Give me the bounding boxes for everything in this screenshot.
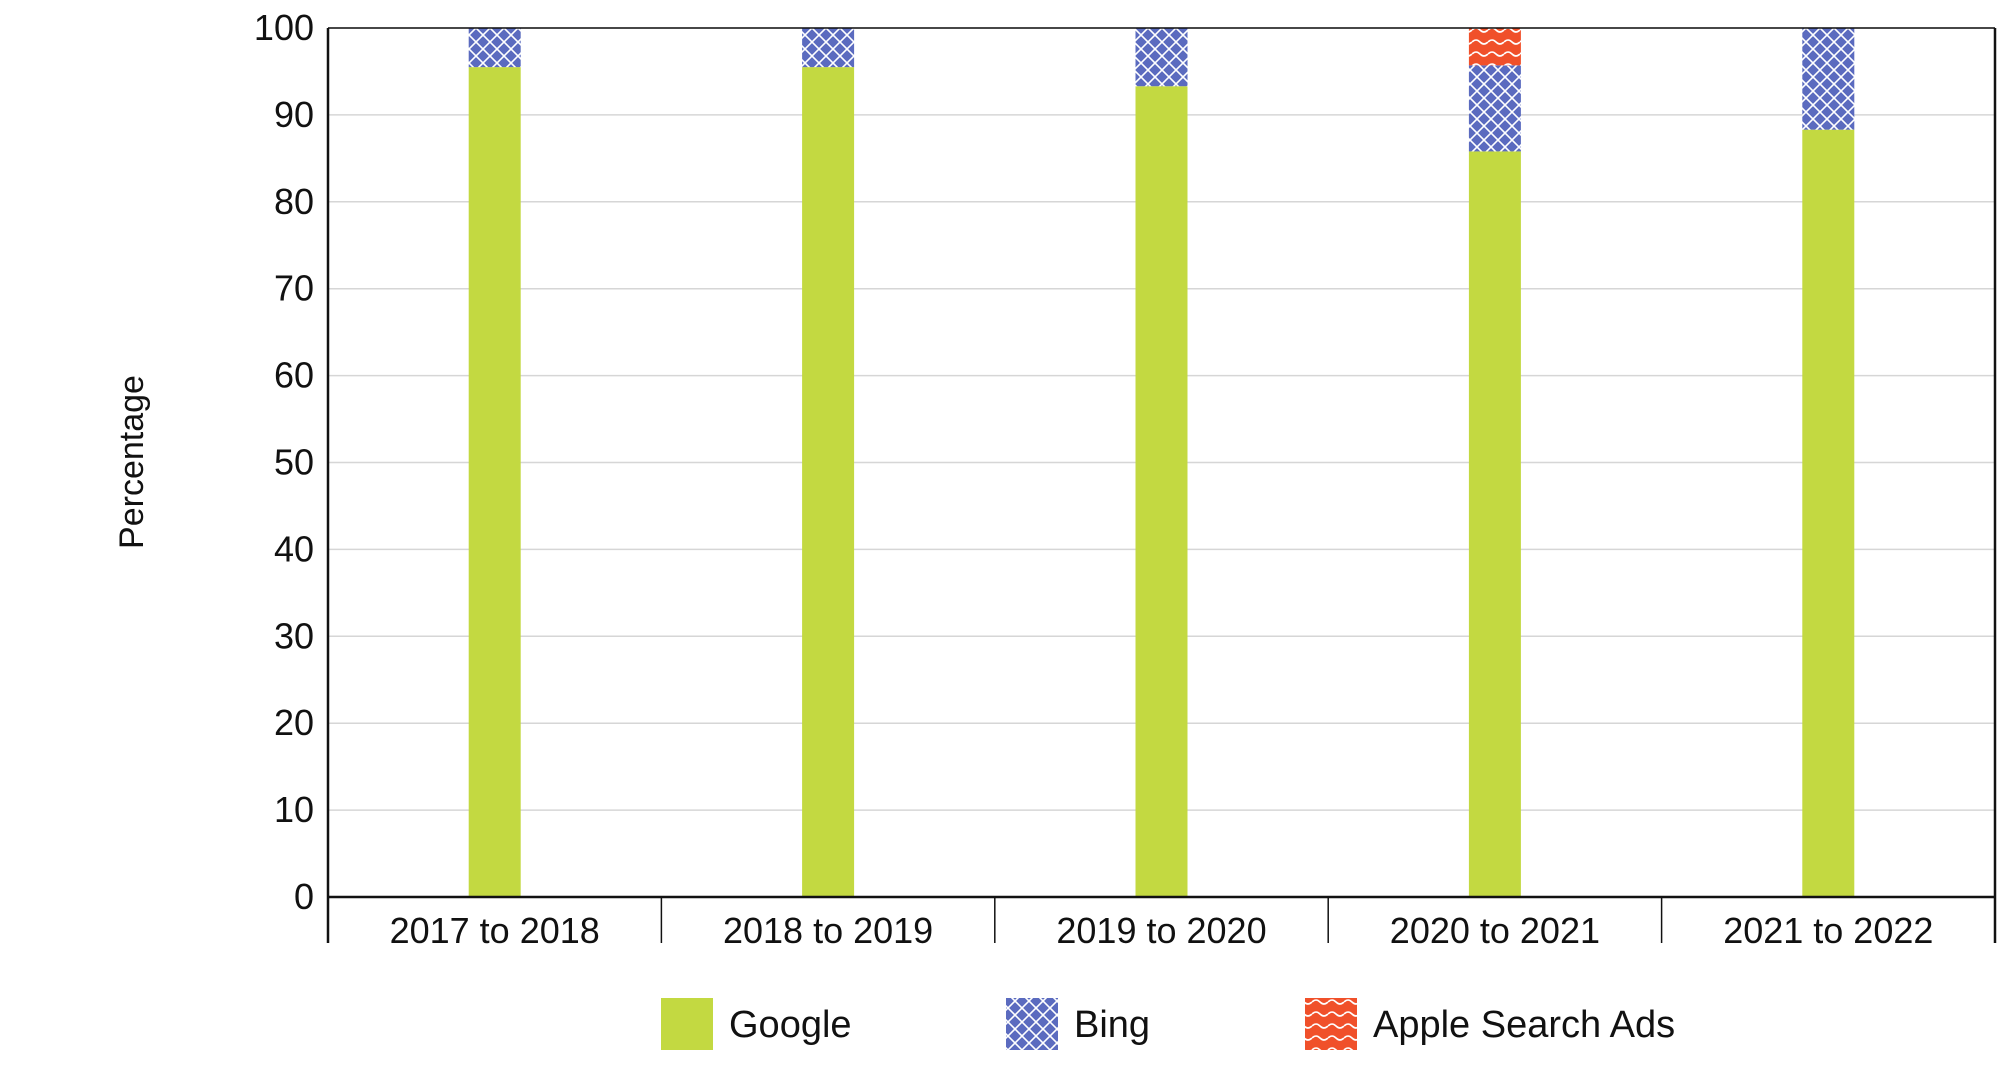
legend-swatch bbox=[1006, 998, 1058, 1050]
x-category-label: 2017 to 2018 bbox=[390, 910, 600, 951]
legend-label: Google bbox=[729, 1004, 852, 1046]
axes bbox=[326, 27, 1997, 943]
bar-segment-google bbox=[468, 67, 521, 898]
bar-segment-google bbox=[802, 67, 855, 898]
y-tick-label: 10 bbox=[274, 789, 314, 830]
y-tick-label: 20 bbox=[274, 702, 314, 743]
y-tick-label: 40 bbox=[274, 528, 314, 569]
legend-swatch bbox=[661, 998, 713, 1050]
y-tick-label: 100 bbox=[254, 7, 314, 48]
legend-item-google: Google bbox=[661, 998, 852, 1050]
bar-segment-bing bbox=[1468, 65, 1521, 152]
bar-segment-bing bbox=[1802, 28, 1855, 130]
y-tick-label: 70 bbox=[274, 268, 314, 309]
bar-segment-google bbox=[1468, 151, 1521, 897]
y-tick-label: 80 bbox=[274, 181, 314, 222]
y-tick-labels: 0 10 20 30 40 50 60 70 80 90 100 bbox=[254, 7, 314, 917]
x-category-labels: 2017 to 2018 2018 to 2019 2019 to 2020 2020… bbox=[390, 910, 1934, 951]
bar-segment-bing bbox=[1135, 28, 1188, 87]
bar-segment-google bbox=[1135, 86, 1188, 897]
x-category-label: 2018 to 2019 bbox=[723, 910, 933, 951]
bar-segment-bing bbox=[802, 28, 855, 68]
legend-swatch bbox=[1305, 998, 1357, 1050]
y-tick-label: 90 bbox=[274, 94, 314, 135]
bar-segment-bing bbox=[468, 28, 521, 68]
bars bbox=[468, 28, 1855, 898]
legend-item-bing: Bing bbox=[1006, 998, 1150, 1050]
y-tick-label: 50 bbox=[274, 442, 314, 483]
bar-segment-apple-search-ads bbox=[1468, 28, 1521, 66]
x-category-label: 2019 to 2020 bbox=[1056, 910, 1266, 951]
bar-segment-google bbox=[1802, 129, 1855, 898]
legend: Google Bing Apple Search Ads bbox=[661, 998, 1675, 1050]
y-tick-label: 0 bbox=[294, 876, 314, 917]
y-tick-label: 30 bbox=[274, 615, 314, 656]
legend-label: Apple Search Ads bbox=[1373, 1004, 1675, 1046]
legend-item-apple-search-ads: Apple Search Ads bbox=[1305, 998, 1675, 1050]
y-tick-label: 60 bbox=[274, 355, 314, 396]
x-category-label: 2021 to 2022 bbox=[1723, 910, 1933, 951]
y-axis-title: Percentage bbox=[113, 375, 151, 549]
legend-label: Bing bbox=[1074, 1004, 1150, 1046]
x-category-label: 2020 to 2021 bbox=[1390, 910, 1600, 951]
